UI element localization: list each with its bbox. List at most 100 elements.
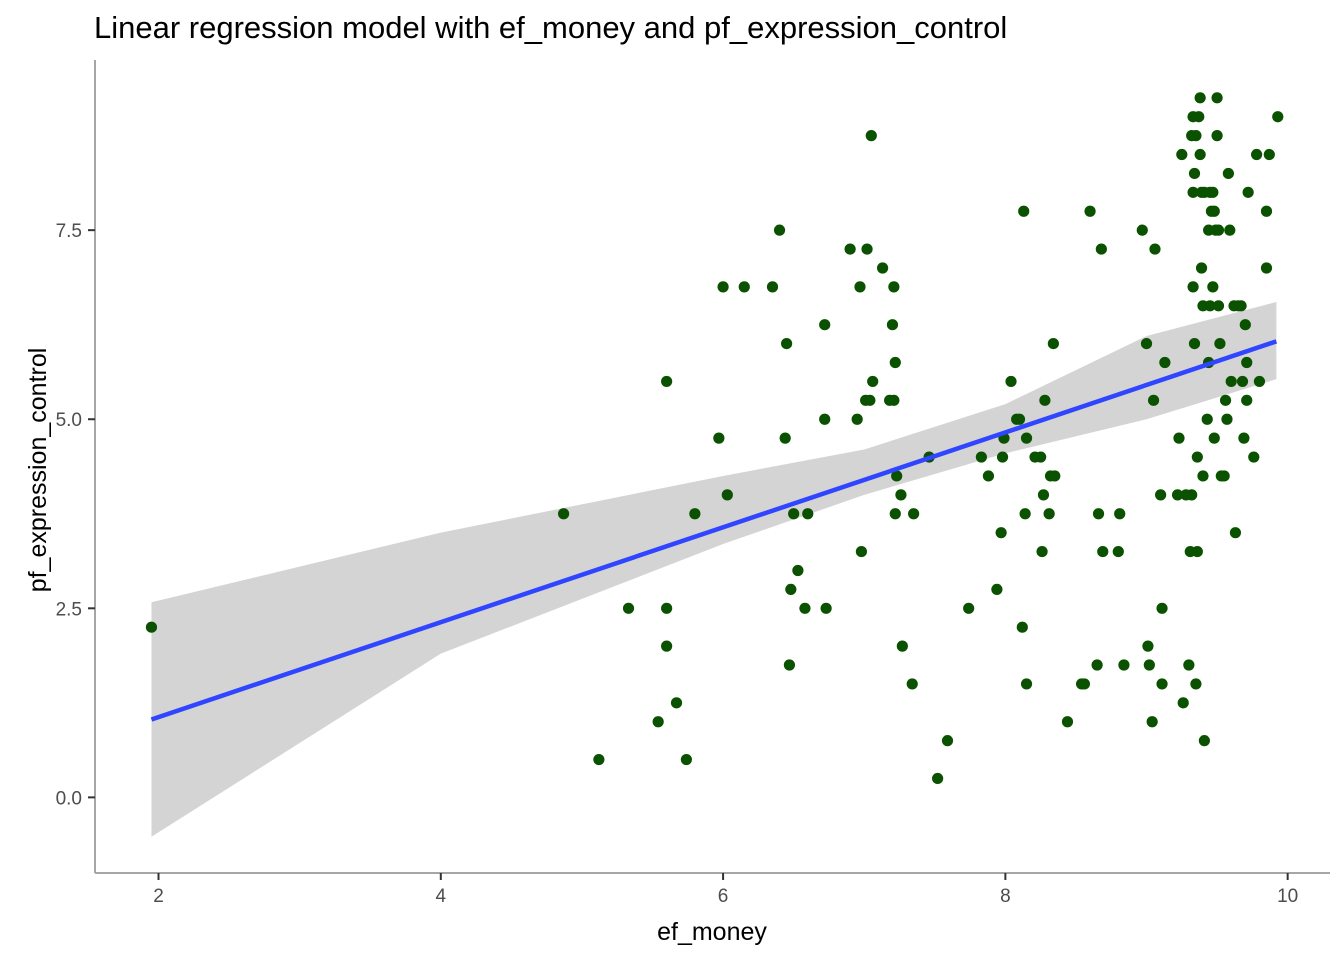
data-point-138 (1212, 224, 1225, 236)
data-point-153 (1238, 432, 1250, 444)
data-point-74 (1047, 338, 1059, 350)
data-point-4 (652, 716, 664, 728)
data-point-86 (1118, 659, 1130, 671)
x-axis-title: ef_money (657, 918, 767, 946)
data-point-162 (1260, 205, 1273, 217)
data-point-5 (661, 375, 673, 388)
confidence-band-layer (151, 302, 1277, 837)
data-point-90 (1143, 659, 1155, 671)
data-point-114 (1191, 545, 1203, 558)
data-point-151 (1235, 300, 1247, 312)
data-point-143 (1219, 394, 1232, 406)
data-point-124 (1198, 735, 1210, 747)
data-point-76 (1061, 716, 1074, 728)
data-point-44 (891, 470, 903, 482)
data-point-95 (1156, 678, 1168, 690)
data-point-79 (1084, 205, 1096, 217)
data-point-47 (906, 678, 918, 690)
data-point-7 (661, 640, 673, 652)
data-point-20 (785, 583, 797, 596)
data-point-112 (1190, 678, 1202, 690)
data-point-149 (1229, 527, 1242, 539)
y-tick-label-3: 7.5 (56, 221, 82, 242)
data-point-101 (1177, 697, 1189, 709)
data-point-31 (855, 545, 868, 558)
data-point-88 (1140, 338, 1153, 350)
data-point-81 (1092, 508, 1105, 520)
data-point-91 (1146, 716, 1158, 728)
data-point-98 (1171, 489, 1184, 501)
data-point-85 (1114, 508, 1126, 520)
data-point-103 (1183, 659, 1195, 671)
data-point-8 (670, 697, 683, 709)
data-point-109 (1187, 186, 1199, 198)
data-point-136 (1211, 92, 1223, 104)
data-point-115 (1191, 451, 1203, 463)
data-point-121 (1197, 470, 1209, 482)
data-point-19 (783, 659, 796, 671)
data-point-72 (1043, 508, 1055, 520)
data-point-159 (1251, 148, 1263, 161)
data-point-157 (1242, 186, 1254, 198)
data-point-99 (1173, 432, 1185, 444)
data-point-131 (1207, 186, 1219, 198)
x-tick-label-4: 10 (1277, 886, 1298, 907)
data-point-69 (1036, 545, 1048, 558)
data-point-93 (1149, 243, 1161, 255)
data-point-154 (1239, 319, 1251, 331)
data-point-113 (1190, 130, 1202, 142)
data-point-100 (1176, 148, 1188, 161)
data-point-46 (896, 640, 908, 652)
chart-title: Linear regression model with ef_money an… (94, 10, 1008, 45)
x-tick-label-3: 8 (1000, 886, 1011, 907)
data-point-22 (792, 564, 804, 577)
data-point-94 (1155, 489, 1167, 501)
data-point-16 (773, 224, 786, 236)
data-point-116 (1193, 111, 1205, 123)
axes-layer: 2 4 6 8 10 0.0 2.5 5.0 7.5 (56, 60, 1330, 907)
data-point-53 (975, 451, 987, 463)
data-point-164 (1272, 111, 1284, 123)
data-point-21 (788, 508, 800, 520)
data-point-12 (717, 281, 729, 293)
data-point-147 (1225, 375, 1237, 388)
data-point-29 (851, 413, 863, 425)
data-point-111 (1188, 338, 1201, 350)
data-point-65 (1020, 678, 1033, 690)
x-tick-label-2: 6 (718, 886, 729, 907)
data-point-129 (1204, 300, 1216, 312)
data-point-45 (895, 489, 907, 501)
data-point-118 (1194, 92, 1206, 104)
data-point-17 (779, 432, 791, 444)
data-point-26 (819, 319, 831, 331)
data-point-133 (1208, 432, 1220, 444)
data-point-125 (1201, 413, 1213, 425)
data-point-158 (1248, 451, 1260, 463)
data-point-71 (1039, 394, 1051, 406)
data-point-106 (1186, 489, 1198, 501)
data-point-119 (1195, 262, 1208, 274)
y-axis-title: pf_expression_control (24, 348, 52, 593)
data-point-155 (1241, 356, 1253, 369)
regression-line-layer (150, 339, 1278, 722)
data-point-43 (889, 356, 901, 369)
data-point-27 (820, 602, 832, 614)
data-point-140 (1214, 338, 1226, 350)
data-point-64 (1019, 508, 1031, 520)
data-point-63 (1018, 205, 1030, 217)
data-point-146 (1224, 224, 1236, 236)
data-point-48 (908, 508, 920, 520)
data-point-2 (593, 753, 605, 766)
data-point-108 (1187, 281, 1199, 293)
data-point-70 (1037, 489, 1050, 501)
data-point-3 (622, 602, 635, 614)
data-point-51 (941, 735, 954, 747)
data-point-110 (1188, 167, 1201, 180)
y-tick-label-0: 0.0 (56, 788, 82, 809)
data-point-40 (888, 394, 900, 406)
data-point-137 (1211, 130, 1223, 142)
data-point-97 (1159, 356, 1171, 369)
data-point-96 (1156, 602, 1168, 614)
data-point-68 (1035, 451, 1047, 463)
